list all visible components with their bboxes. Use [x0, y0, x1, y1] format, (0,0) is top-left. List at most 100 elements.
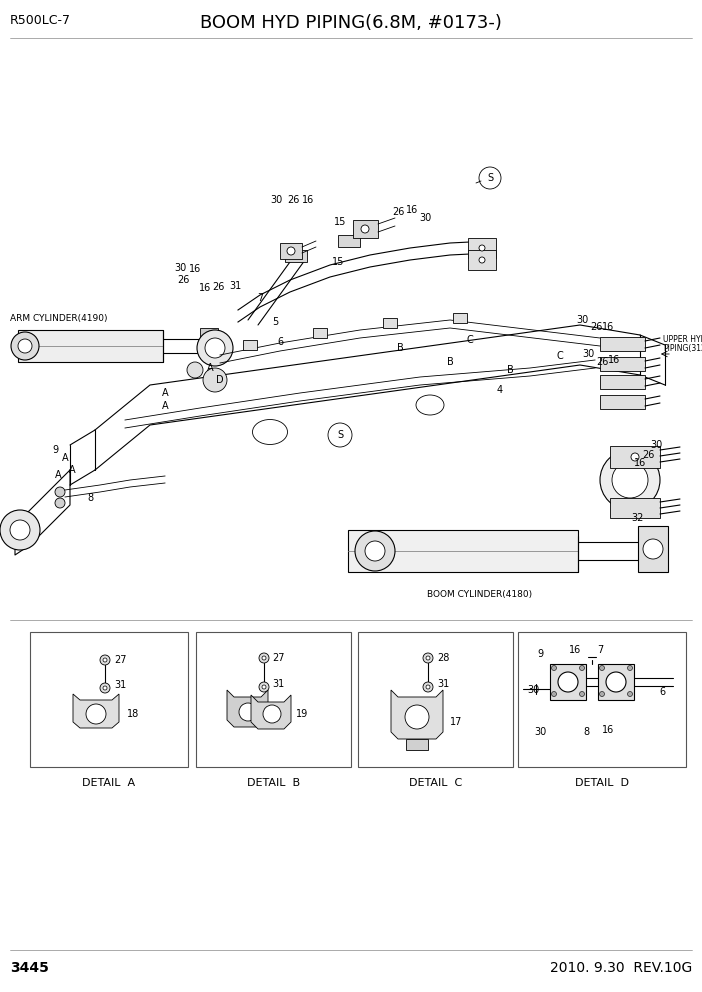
- Text: 26: 26: [287, 195, 299, 205]
- Text: B: B: [507, 365, 513, 375]
- Text: B: B: [397, 343, 404, 353]
- Circle shape: [103, 686, 107, 690]
- Text: ARM CYLINDER(4190): ARM CYLINDER(4190): [10, 314, 107, 323]
- Circle shape: [643, 539, 663, 559]
- Text: DETAIL  D: DETAIL D: [575, 778, 629, 788]
- Circle shape: [262, 656, 266, 660]
- Text: 30: 30: [174, 263, 186, 273]
- Text: 16: 16: [634, 458, 646, 468]
- Text: 26: 26: [642, 450, 654, 460]
- Circle shape: [479, 167, 501, 189]
- Text: 6: 6: [277, 337, 283, 347]
- Circle shape: [423, 682, 433, 692]
- Polygon shape: [251, 695, 291, 729]
- Circle shape: [239, 703, 257, 721]
- Text: A: A: [161, 401, 168, 411]
- Text: 26: 26: [596, 357, 608, 367]
- Circle shape: [11, 332, 39, 360]
- Circle shape: [100, 655, 110, 665]
- Bar: [468, 238, 496, 258]
- Circle shape: [600, 450, 660, 510]
- Text: C: C: [557, 351, 564, 361]
- Circle shape: [55, 487, 65, 497]
- Circle shape: [600, 691, 604, 696]
- Text: 9: 9: [52, 445, 58, 455]
- Text: 16: 16: [199, 283, 211, 293]
- Text: 18: 18: [127, 709, 139, 719]
- Text: UPPER HYDRAULIC: UPPER HYDRAULIC: [663, 335, 702, 344]
- Text: 30: 30: [576, 315, 588, 325]
- Text: DETAIL  C: DETAIL C: [409, 778, 462, 788]
- Bar: [280, 243, 302, 259]
- Circle shape: [479, 257, 485, 263]
- Polygon shape: [406, 739, 428, 750]
- Circle shape: [205, 338, 225, 358]
- Text: 30: 30: [419, 213, 431, 223]
- Text: B: B: [446, 357, 453, 367]
- Text: A: A: [62, 453, 68, 463]
- Circle shape: [100, 683, 110, 693]
- Bar: [200, 328, 218, 358]
- Bar: [18, 330, 163, 362]
- Text: 31: 31: [114, 680, 126, 690]
- Circle shape: [579, 666, 585, 671]
- Circle shape: [55, 498, 65, 508]
- Circle shape: [18, 339, 32, 353]
- Bar: [243, 340, 257, 350]
- Text: 15: 15: [332, 257, 344, 267]
- Circle shape: [361, 225, 369, 233]
- Text: A: A: [161, 388, 168, 398]
- Text: BOOM CYLINDER(4180): BOOM CYLINDER(4180): [428, 590, 533, 599]
- Text: PIPING(3120): PIPING(3120): [663, 344, 702, 353]
- Circle shape: [287, 247, 295, 255]
- Bar: [468, 250, 496, 270]
- Circle shape: [552, 666, 557, 671]
- Text: 16: 16: [602, 322, 614, 332]
- Text: 16: 16: [602, 725, 614, 735]
- Bar: [600, 375, 645, 389]
- Text: 5: 5: [272, 317, 278, 327]
- Circle shape: [426, 656, 430, 660]
- Bar: [610, 446, 660, 468]
- Bar: [550, 664, 586, 700]
- Circle shape: [479, 245, 485, 251]
- Bar: [358, 632, 513, 767]
- Bar: [313, 328, 327, 338]
- Text: S: S: [487, 173, 493, 183]
- Text: 26: 26: [212, 282, 224, 292]
- Text: 28: 28: [437, 653, 449, 663]
- Circle shape: [628, 691, 633, 696]
- Bar: [600, 357, 645, 371]
- Circle shape: [426, 685, 430, 689]
- Bar: [196, 632, 351, 767]
- Bar: [600, 395, 645, 409]
- Circle shape: [405, 705, 429, 729]
- Text: 30: 30: [270, 195, 282, 205]
- Text: 4: 4: [497, 385, 503, 395]
- Text: 7: 7: [257, 293, 263, 303]
- Text: 16: 16: [608, 355, 620, 365]
- Text: 31: 31: [229, 281, 241, 291]
- Circle shape: [600, 666, 604, 671]
- Text: 31: 31: [437, 679, 449, 689]
- Text: 16: 16: [569, 645, 581, 655]
- Text: 30: 30: [527, 685, 539, 695]
- Bar: [638, 526, 668, 572]
- Text: A: A: [206, 363, 213, 373]
- Circle shape: [103, 658, 107, 662]
- Text: 2010. 9.30  REV.10G: 2010. 9.30 REV.10G: [550, 961, 692, 975]
- Text: BOOM HYD PIPING(6.8M, #0173-): BOOM HYD PIPING(6.8M, #0173-): [200, 14, 502, 32]
- Circle shape: [423, 653, 433, 663]
- Circle shape: [262, 685, 266, 689]
- Text: 26: 26: [590, 322, 602, 332]
- Circle shape: [86, 704, 106, 724]
- Circle shape: [631, 453, 639, 461]
- Circle shape: [365, 541, 385, 561]
- Bar: [518, 632, 686, 767]
- Text: 27: 27: [114, 655, 126, 665]
- Bar: [285, 250, 307, 262]
- Bar: [600, 337, 645, 351]
- Text: 8: 8: [87, 493, 93, 503]
- Bar: [610, 498, 660, 518]
- Bar: [453, 313, 467, 323]
